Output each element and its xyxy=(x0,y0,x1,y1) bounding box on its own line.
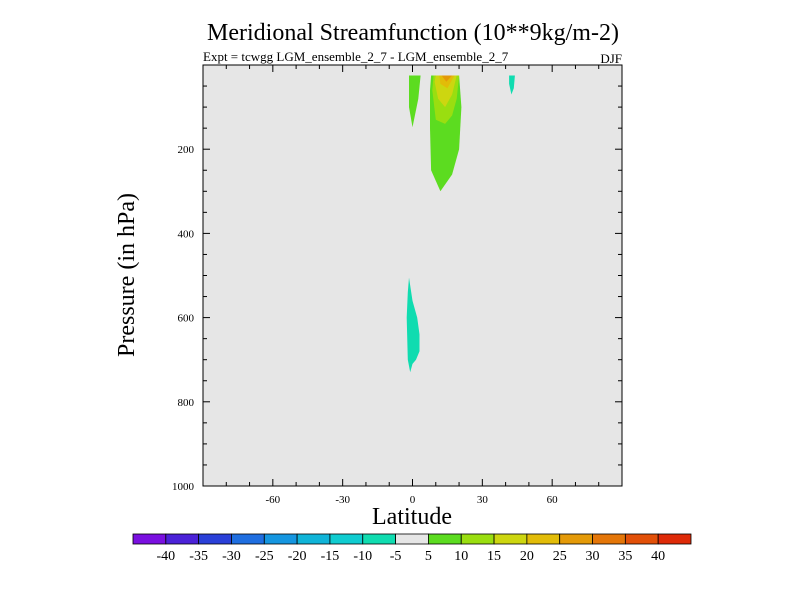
chart-subtitle-right: DJF xyxy=(600,51,622,66)
region-cell-north-layer-20 xyxy=(439,75,455,89)
colorbar-swatch xyxy=(395,533,429,545)
colorbar-swatch xyxy=(592,533,626,545)
contour-regions xyxy=(406,75,515,373)
y-tick-label: 400 xyxy=(178,228,195,240)
colorbar-label: -35 xyxy=(189,549,208,564)
colorbar-label: -30 xyxy=(222,549,241,564)
colorbar-swatch xyxy=(329,533,364,545)
y-tick-label: 800 xyxy=(178,397,195,409)
colorbar-swatch xyxy=(428,533,462,545)
colorbar: -40 -35 -30 -25 -20 -15 -10 -5 5 10 15 20 25 30 35 40 xyxy=(132,533,692,564)
chart-subtitle-left: Expt = tcwgg LGM_ensemble_2_7 - LGM_ense… xyxy=(203,49,509,64)
colorbar-swatch xyxy=(493,533,528,545)
x-axis-label: Latitude xyxy=(372,504,452,530)
colorbar-swatch xyxy=(362,533,396,545)
region-cell-near-equator-north xyxy=(409,75,421,128)
colorbar-swatch xyxy=(231,533,265,545)
colorbar-label: 15 xyxy=(487,549,501,564)
y-tick-label: 200 xyxy=(178,144,195,156)
colorbar-label: -15 xyxy=(321,549,340,564)
colorbar-swatch xyxy=(624,533,659,545)
colorbar-swatch xyxy=(460,533,495,545)
colorbar-swatch xyxy=(526,533,561,545)
colorbar-label: 20 xyxy=(520,549,534,564)
y-axis-label: Pressure (in hPa) xyxy=(114,193,140,357)
colorbar-swatch xyxy=(198,533,232,545)
axis-ticks: -60 -30 0 30 60 200 400 600 800 1000 xyxy=(172,65,622,506)
colorbar-swatch xyxy=(296,533,331,545)
colorbar-label: 10 xyxy=(454,549,468,564)
x-tick-label: -60 xyxy=(265,494,280,506)
colorbar-swatch xyxy=(657,533,692,545)
colorbar-label: 30 xyxy=(586,549,600,564)
region-cell-north-layer-15 xyxy=(434,75,457,108)
x-tick-label: 60 xyxy=(547,494,559,506)
colorbar-swatch xyxy=(263,533,298,545)
plot-background xyxy=(203,65,622,486)
colorbar-label: 35 xyxy=(618,549,632,564)
y-tick-label: 1000 xyxy=(172,481,195,493)
colorbar-swatch xyxy=(165,533,200,545)
region-cell-north-layer-25 xyxy=(441,75,453,82)
x-tick-label: 30 xyxy=(477,494,489,506)
colorbar-label: 5 xyxy=(425,549,432,564)
chart-title: Meridional Streamfunction (10**9kg/m-2) xyxy=(207,20,619,46)
region-cell-south-lower-negative xyxy=(406,277,420,373)
colorbar-label: -10 xyxy=(353,549,372,564)
region-cell-north-small-negative xyxy=(509,75,515,95)
colorbar-label: -40 xyxy=(156,549,175,564)
y-tick-label: 600 xyxy=(178,313,195,325)
colorbar-label: -25 xyxy=(255,549,274,564)
colorbar-label: -5 xyxy=(390,549,402,564)
colorbar-swatch xyxy=(132,533,167,545)
x-tick-label: 0 xyxy=(410,494,416,506)
colorbar-label: 25 xyxy=(553,549,567,564)
colorbar-label: -20 xyxy=(288,549,307,564)
x-tick-label: -30 xyxy=(335,494,350,506)
colorbar-swatch xyxy=(559,533,593,545)
colorbar-label: 40 xyxy=(651,549,665,564)
plot-area: -60 -30 0 30 60 200 400 600 800 1000 xyxy=(172,64,623,506)
